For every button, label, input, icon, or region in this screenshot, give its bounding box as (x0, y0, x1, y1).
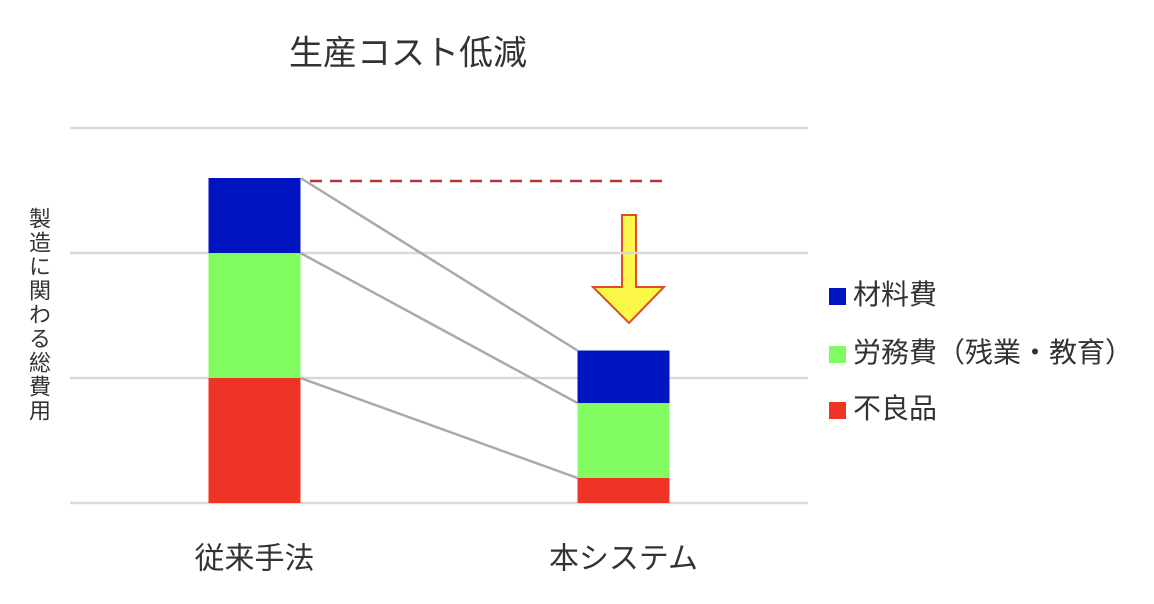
legend-swatch (829, 346, 846, 363)
x-tick-label: 本システム (549, 542, 698, 577)
legend-label: 材料費 (853, 278, 937, 311)
decrease-arrow (590, 214, 667, 325)
connector-line (299, 176, 579, 352)
bar-segment (577, 478, 670, 503)
bar-segment (208, 378, 301, 503)
bar-segment (577, 403, 670, 478)
y-axis-label: 製造に関わる総費用 (25, 207, 51, 423)
legend-swatch (829, 402, 846, 419)
chart-title: 生産コスト低減 (289, 34, 527, 74)
x-tick-label: 従来手法 (195, 542, 315, 577)
connector-line (299, 251, 579, 405)
legend-label: 不良品 (853, 392, 937, 425)
bar-segment (208, 253, 301, 378)
bar-segment (208, 178, 301, 253)
legend-swatch (829, 288, 846, 305)
bar-segment (577, 350, 670, 403)
connector-line (300, 376, 578, 480)
legend-label: 労務費（残業・教育） (853, 336, 1133, 369)
